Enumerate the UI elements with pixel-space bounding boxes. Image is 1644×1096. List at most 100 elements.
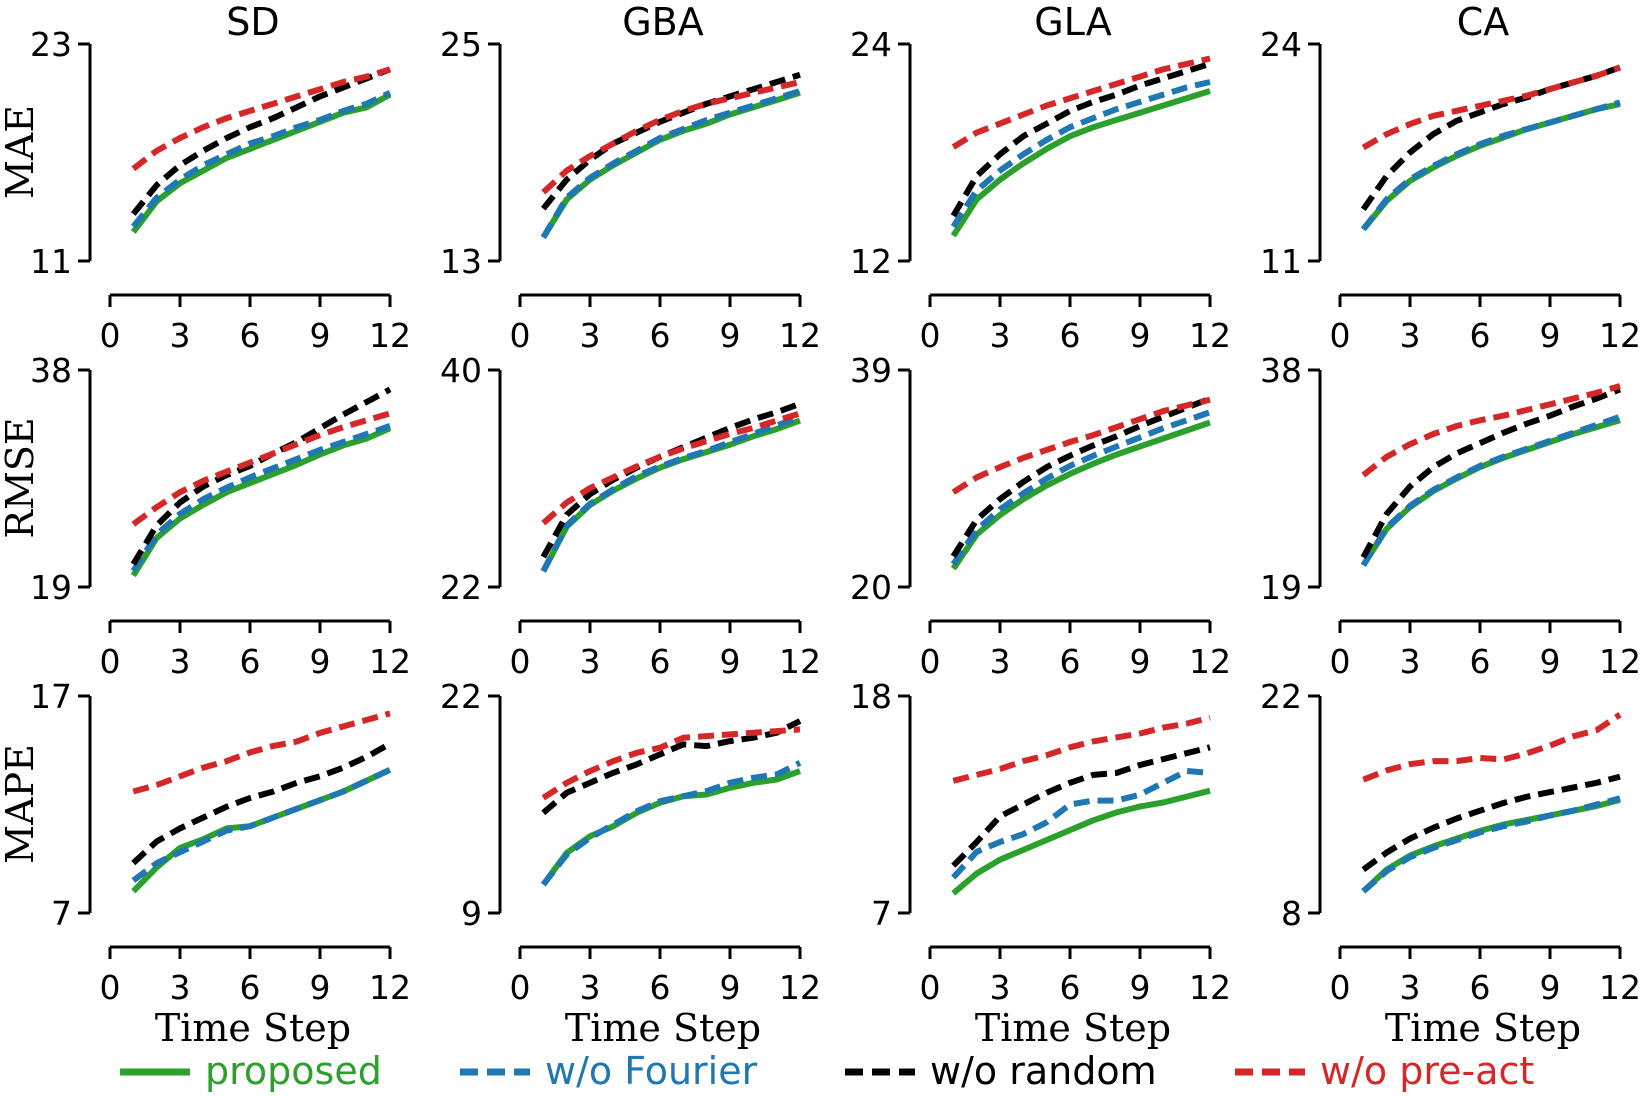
x-tick-label-sd-rmse-4: 12 — [369, 642, 411, 681]
y-tick-label-gla-mae-1: 24 — [850, 25, 892, 64]
series-line-random-sd-mape — [131, 741, 392, 866]
x-axis-label-gla: Time Step — [975, 1006, 1171, 1050]
x-tick-label-gba-mape-4: 12 — [779, 968, 821, 1007]
legend-label-proposed: proposed — [205, 1049, 382, 1093]
x-tick-label-gba-mape-2: 6 — [650, 968, 671, 1007]
x-tick-label-ca-rmse-4: 12 — [1599, 642, 1641, 681]
series-line-random-gla-mae — [950, 61, 1211, 218]
y-tick-label-sd-mae-0: 11 — [30, 242, 72, 281]
x-tick-label-gba-mae-4: 12 — [779, 316, 821, 355]
series-line-preact-gla-mae — [951, 55, 1211, 150]
panel-gla-mape: 7 18 0 3 6 9 12 — [850, 677, 1231, 1007]
y-tick-label-gba-rmse-0: 22 — [440, 568, 482, 607]
series-line-preact-sd-mape — [132, 710, 391, 795]
x-tick-label-gla-mae-0: 0 — [920, 316, 941, 355]
y-tick-label-gla-mape-1: 18 — [850, 677, 892, 716]
series-line-fourier-sd-mae — [130, 90, 392, 229]
row-label-mape: MAPE — [0, 744, 42, 864]
series-line-preact-sd-mae — [131, 66, 391, 172]
y-tick-label-ca-mae-0: 11 — [1260, 242, 1302, 281]
series-line-preact-gba-mape — [541, 726, 801, 801]
x-tick-label-sd-mae-1: 3 — [170, 316, 191, 355]
column-title-sd: SD — [226, 0, 279, 44]
x-tick-label-gba-mape-1: 3 — [580, 968, 601, 1007]
y-tick-label-ca-rmse-0: 19 — [1260, 568, 1302, 607]
series-line-preact-gba-mae — [541, 79, 801, 195]
x-axis-labels: Time Step Time Step Time Step Time Step — [155, 1006, 1581, 1050]
series-line-random-ca-rmse — [1360, 386, 1622, 559]
legend-item-fourier: w/o Fourier — [460, 1049, 758, 1093]
series-line-random-ca-mape — [1361, 773, 1621, 873]
x-tick-label-sd-mape-4: 12 — [369, 968, 411, 1007]
y-tick-label-ca-mae-1: 24 — [1260, 25, 1302, 64]
series-line-preact-ca-rmse — [1361, 383, 1621, 478]
row-labels: MAE RMSE MAPE — [0, 105, 42, 864]
series-line-proposed-sd-rmse — [130, 425, 392, 578]
panel-gba-mae: 13 25 0 3 6 9 12 — [440, 25, 821, 355]
x-tick-label-gla-mape-4: 12 — [1189, 968, 1231, 1007]
x-tick-label-sd-mape-1: 3 — [170, 968, 191, 1007]
x-tick-label-sd-mape-3: 9 — [310, 968, 331, 1007]
panel-gla-rmse: 20 39 0 3 6 9 12 — [850, 351, 1231, 681]
series-line-fourier-gla-mae — [950, 79, 1211, 229]
x-axis-label-gba: Time Step — [565, 1006, 761, 1050]
series-line-fourier-sd-mape — [131, 767, 392, 883]
panel-ca-rmse: 19 38 0 3 6 9 12 — [1260, 351, 1641, 681]
legend-label-fourier: w/o Fourier — [545, 1049, 758, 1093]
x-tick-label-sd-rmse-0: 0 — [100, 642, 121, 681]
column-title-gba: GBA — [622, 0, 704, 44]
x-tick-label-gba-mae-2: 6 — [650, 316, 671, 355]
x-tick-label-ca-mae-2: 6 — [1470, 316, 1491, 355]
x-tick-label-ca-mape-4: 12 — [1599, 968, 1641, 1007]
y-tick-label-sd-rmse-1: 38 — [30, 351, 72, 390]
x-tick-label-gla-rmse-4: 12 — [1189, 642, 1231, 681]
series-line-preact-ca-mae — [1361, 64, 1622, 151]
x-tick-label-gla-mape-1: 3 — [990, 968, 1011, 1007]
x-axis-label-ca: Time Step — [1385, 1006, 1581, 1050]
x-tick-label-gba-rmse-4: 12 — [779, 642, 821, 681]
x-tick-label-ca-mae-1: 3 — [1400, 316, 1421, 355]
series-line-proposed-sd-mae — [130, 91, 392, 234]
y-tick-label-gla-rmse-1: 39 — [850, 351, 892, 390]
series-line-fourier-ca-rmse — [1360, 413, 1621, 567]
x-tick-label-ca-mae-0: 0 — [1330, 316, 1351, 355]
panel-sd-mape: 7 17 0 3 6 9 12 — [30, 677, 411, 1007]
series-line-random-sd-mae — [130, 66, 392, 216]
x-tick-label-gla-mape-0: 0 — [920, 968, 941, 1007]
legend-label-preact: w/o pre-act — [1320, 1049, 1534, 1093]
x-tick-label-sd-rmse-2: 6 — [240, 642, 261, 681]
x-tick-label-gba-mae-0: 0 — [510, 316, 531, 355]
x-tick-label-ca-mape-2: 6 — [1470, 968, 1491, 1007]
y-tick-label-ca-rmse-1: 38 — [1260, 351, 1302, 390]
x-tick-label-gla-rmse-0: 0 — [920, 642, 941, 681]
legend-label-random: w/o random — [930, 1049, 1157, 1093]
y-tick-label-gba-mape-0: 9 — [461, 894, 482, 933]
x-tick-label-gba-rmse-1: 3 — [580, 642, 601, 681]
y-tick-label-sd-mae-1: 23 — [30, 25, 72, 64]
series-line-proposed-ca-mape — [1361, 796, 1621, 894]
y-tick-label-gba-mae-0: 13 — [440, 242, 482, 281]
series-line-fourier-gba-mae — [540, 88, 801, 240]
y-tick-label-gba-mae-1: 25 — [440, 25, 482, 64]
x-tick-label-gla-mape-2: 6 — [1060, 968, 1081, 1007]
series-line-fourier-gba-mape — [540, 760, 802, 887]
series-line-preact-gba-rmse — [541, 410, 801, 526]
series-line-fourier-gla-mape — [951, 768, 1211, 880]
x-tick-label-gba-mae-3: 9 — [720, 316, 741, 355]
panel-gba-mape: 9 22 0 3 6 9 12 — [440, 677, 821, 1007]
series-line-random-gba-mape — [541, 718, 802, 816]
series-line-preact-gla-rmse — [951, 396, 1211, 495]
x-tick-label-gla-mae-3: 9 — [1130, 316, 1151, 355]
panel-ca-mae: 11 24 0 3 6 9 12 — [1260, 25, 1641, 355]
legend-item-random: w/o random — [845, 1049, 1157, 1093]
y-tick-label-sd-mape-1: 17 — [30, 677, 72, 716]
x-tick-label-sd-mae-3: 9 — [310, 316, 331, 355]
panel-ca-mape: 8 22 0 3 6 9 12 — [1260, 677, 1641, 1007]
x-tick-label-sd-mape-2: 6 — [240, 968, 261, 1007]
series-line-proposed-ca-mae — [1360, 101, 1621, 232]
column-title-gla: GLA — [1034, 0, 1111, 44]
x-tick-label-gba-mae-1: 3 — [580, 316, 601, 355]
panel-sd-rmse: 19 38 0 3 6 9 12 — [30, 351, 411, 681]
x-tick-label-sd-rmse-3: 9 — [310, 642, 331, 681]
